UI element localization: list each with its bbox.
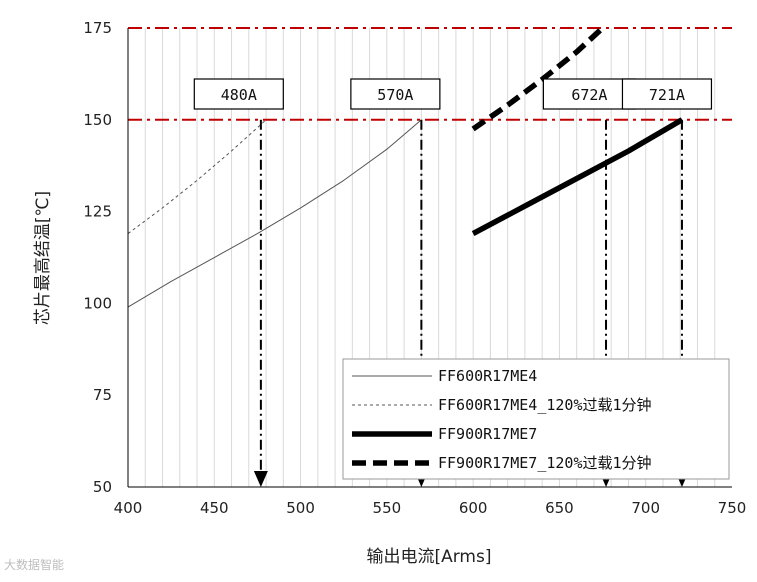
arrow-head [253,471,268,487]
y-axis-title: 芯片最高结温[℃] [33,191,53,325]
y-tick-label: 175 [83,19,112,37]
y-tick-label: 100 [83,294,112,312]
label-box [193,78,284,110]
x-tick-label: 400 [114,499,143,517]
x-tick-label: 550 [373,499,402,517]
y-tick-label: 150 [83,111,112,129]
legend-label: FF900R17ME7 [438,425,537,443]
label-480A: 480A [221,86,257,104]
label-672A: 672A [571,86,607,104]
x-tick-label: 750 [718,499,747,517]
series-line [471,117,684,237]
series-lines [127,25,684,308]
label-box [621,78,713,110]
label-570A: 570A [377,86,413,104]
x-tick-label: 450 [200,499,229,517]
tick-labels: 400 450 500 550 600 650 700 750 50 75 100 125 150 175 [83,19,746,517]
x-tick-label: 500 [286,499,315,517]
watermark-text: 大数据智能 [4,558,65,572]
y-tick-label: 50 [93,478,112,496]
x-axis-title: 输出电流[Arms] [366,547,491,567]
legend-label: FF900R17ME7_120%过载1分钟 [438,454,652,472]
legend: FF600R17ME4 FF600R17ME4_120%过载1分钟 FF900R17… [342,358,730,480]
legend-label: FF600R17ME4_120%过载1分钟 [438,396,652,414]
label-721A: 721A [649,86,685,104]
y-tick-label: 75 [93,386,112,404]
y-tick-label: 125 [83,203,112,221]
x-tick-label: 650 [545,499,574,517]
x-tick-label: 600 [459,499,488,517]
current-labels: 480A 570A 672A 721A [193,78,713,110]
label-box [350,78,441,110]
reference-lines [128,27,732,121]
legend-label: FF600R17ME4 [438,367,537,385]
legend-box [342,358,730,480]
x-tick-label: 700 [631,499,660,517]
series-line [127,119,422,308]
series-line [471,25,605,132]
axes [127,28,732,488]
